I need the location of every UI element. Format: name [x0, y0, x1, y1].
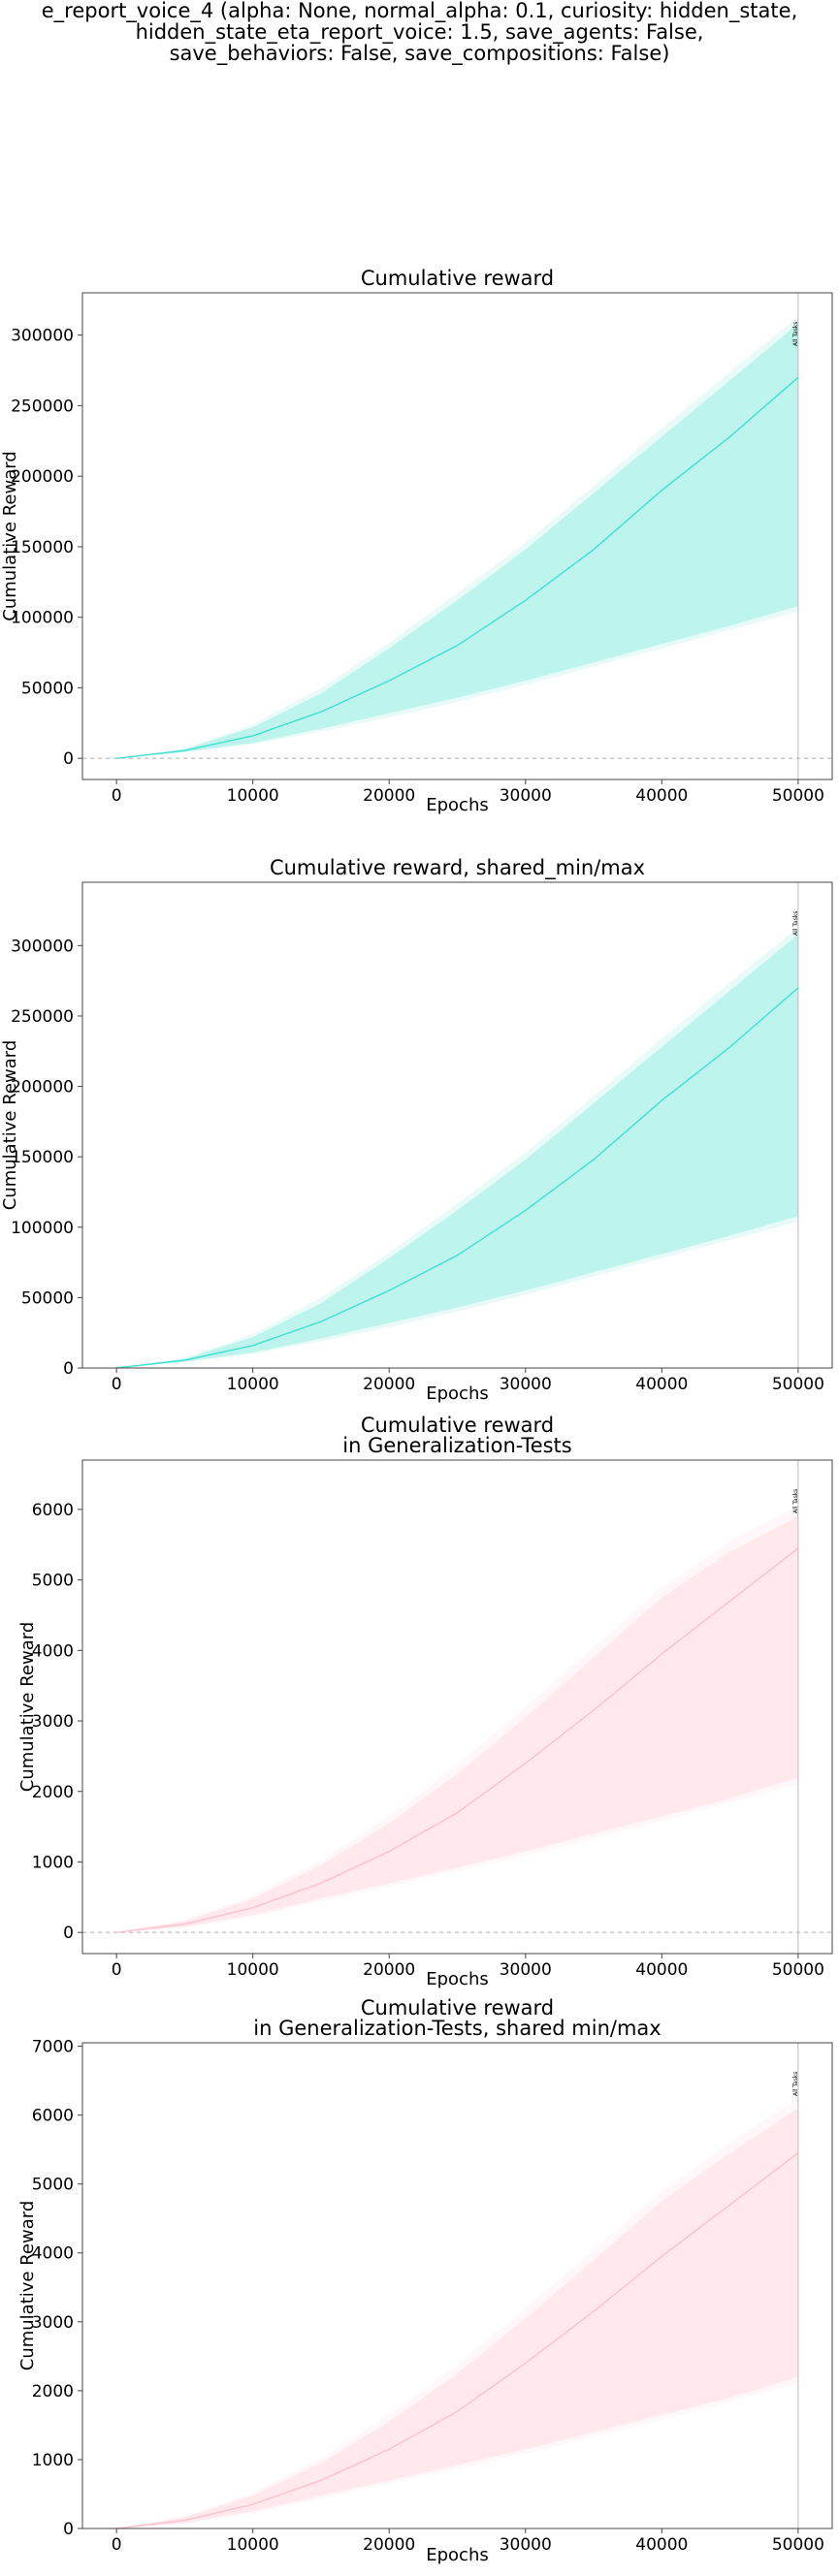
y-axis-label: Cumulative Reward [0, 451, 20, 621]
cumulative-reward-chart: Cumulative reward All Tasks 0 10000 20000 300… [0, 267, 833, 815]
x-tick-label: 10000 [227, 786, 279, 806]
y-tick-label: 3000 [32, 2313, 74, 2333]
x-tick-label: 30000 [500, 1960, 552, 1980]
y-tick-label: 3000 [32, 1712, 74, 1732]
y-tick-label: 7000 [32, 2038, 74, 2057]
plot-frame [81, 292, 833, 780]
min-max-band [116, 324, 798, 759]
x-tick-label: 20000 [363, 2535, 415, 2555]
y-tick-label: 150000 [11, 1148, 74, 1167]
chart-title-line: Cumulative reward [361, 1414, 554, 1437]
x-tick-label: 0 [112, 786, 122, 806]
y-axis-label: Cumulative Reward [17, 2201, 38, 2371]
suptitle-line-3: save_behaviors: False, save_compositions… [169, 42, 670, 65]
figure-suptitle: e_report_voice_4 (alpha: None, normal_al… [0, 0, 839, 64]
y-tick-label: 1000 [32, 2451, 74, 2470]
min-max-band [116, 2108, 798, 2528]
min-max-band [116, 934, 798, 1368]
y-tick-label: 100000 [11, 1219, 74, 1238]
mean-reward-line [116, 376, 799, 759]
y-tick-label: 300000 [11, 327, 74, 346]
suptitle-line-1: e_report_voice_4 (alpha: None, normal_al… [41, 0, 798, 22]
y-tick-label: 4000 [32, 2244, 74, 2264]
y-tick-label: 200000 [11, 1078, 74, 1097]
x-tick-label: 40000 [635, 1960, 688, 1980]
x-tick-label: 50000 [772, 2535, 824, 2555]
x-tick-label: 0 [112, 1375, 122, 1394]
outer-range-band [116, 927, 798, 1368]
x-tick-label: 0 [112, 2535, 122, 2555]
x-tick-label: 30000 [500, 1375, 552, 1394]
chart-title-line: in Generalization-Tests, shared min/max [253, 2017, 661, 2040]
x-tick-label: 40000 [635, 2535, 688, 2555]
suptitle-line-2: hidden_state_eta_report_voice: 1.5, save… [135, 20, 704, 44]
plot-frame [81, 1459, 833, 1955]
all-tasks-vline-label: All Tasks [792, 2072, 799, 2096]
x-tick-label: 50000 [772, 1375, 824, 1394]
y-tick-label: 0 [63, 2520, 74, 2539]
plot-frame [81, 2042, 833, 2529]
y-tick-label: 50000 [21, 1288, 74, 1308]
y-tick-label: 0 [63, 1924, 74, 1943]
all-tasks-vline-label: All Tasks [792, 911, 799, 936]
x-tick-label: 10000 [227, 1960, 279, 1980]
x-tick-label: 20000 [363, 1960, 415, 1980]
x-tick-label: 10000 [227, 1375, 279, 1394]
x-tick-label: 30000 [500, 2535, 552, 2555]
x-tick-label: 0 [112, 1960, 122, 1980]
y-tick-label: 250000 [11, 397, 74, 416]
x-axis-label: Epochs [426, 2545, 489, 2565]
x-tick-label: 50000 [772, 1960, 824, 1980]
y-tick-label: 300000 [11, 937, 74, 956]
y-tick-label: 2000 [32, 2382, 74, 2401]
y-axis-label: Cumulative Reward [0, 1040, 20, 1211]
x-tick-label: 50000 [772, 786, 824, 806]
y-tick-label: 100000 [11, 609, 74, 628]
y-tick-label: 6000 [32, 1501, 74, 1520]
y-tick-label: 250000 [11, 1007, 74, 1027]
chart-title-line: Cumulative reward [361, 1996, 554, 2019]
y-tick-label: 5000 [32, 2176, 74, 2195]
y-tick-label: 150000 [11, 538, 74, 557]
y-tick-label: 6000 [32, 2107, 74, 2126]
y-tick-label: 50000 [21, 679, 74, 698]
mean-reward-line [116, 2152, 799, 2529]
y-tick-label: 4000 [32, 1641, 74, 1661]
x-axis-label: Epochs [426, 795, 489, 815]
chart-title-line: in Generalization-Tests [342, 1434, 571, 1457]
all-tasks-vline-label: All Tasks [792, 1489, 799, 1513]
mean-reward-line [116, 987, 799, 1369]
outer-range-band [116, 316, 798, 759]
y-tick-label: 1000 [32, 1853, 74, 1872]
mean-reward-line [116, 1547, 799, 1933]
y-tick-label: 200000 [11, 467, 74, 487]
x-tick-label: 40000 [635, 786, 688, 806]
plot-frame [81, 881, 833, 1369]
y-tick-label: 5000 [32, 1572, 74, 1591]
cumulative-reward-shared-chart: Cumulative reward, shared_min/max All Tas… [0, 856, 833, 1404]
chart-title-line: Cumulative reward, shared_min/max [270, 856, 645, 880]
y-tick-label: 2000 [32, 1783, 74, 1802]
outer-range-band [116, 2097, 798, 2528]
y-tick-label: 0 [63, 1359, 74, 1379]
y-axis-label: Cumulative Reward [17, 1622, 38, 1793]
x-tick-label: 40000 [635, 1375, 688, 1394]
y-tick-label: 0 [63, 749, 74, 769]
all-tasks-vline-label: All Tasks [792, 322, 799, 346]
x-tick-label: 10000 [227, 2535, 279, 2555]
chart-title-line: Cumulative reward [361, 267, 554, 290]
x-tick-label: 20000 [363, 786, 415, 806]
x-tick-label: 20000 [363, 1375, 415, 1394]
x-axis-label: Epochs [426, 1969, 489, 1989]
min-max-band [116, 1516, 798, 1933]
x-axis-label: Epochs [426, 1383, 489, 1404]
outer-range-band [116, 1506, 798, 1933]
x-tick-label: 30000 [500, 786, 552, 806]
